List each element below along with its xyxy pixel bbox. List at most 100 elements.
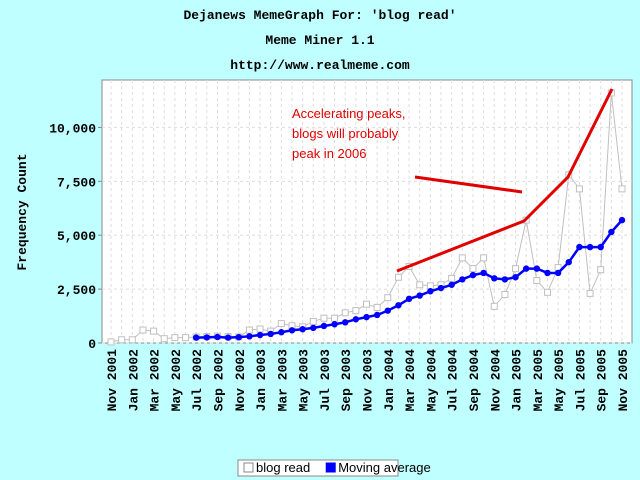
data-point (554, 269, 562, 277)
x-tick-label: Sep 2002 (211, 349, 226, 412)
y-tick-label: 10,000 (49, 121, 96, 136)
data-point (395, 302, 402, 309)
chart-subtitle: Meme Miner 1.1 (265, 33, 374, 48)
data-point (458, 254, 466, 262)
x-tick-label: May 2004 (424, 349, 439, 412)
data-point (150, 327, 158, 335)
data-point (342, 319, 349, 326)
x-tick-label: May 2003 (297, 349, 312, 412)
y-tick-label: 2,500 (57, 283, 96, 298)
pointer-line (414, 175, 523, 194)
data-point (512, 265, 520, 273)
data-point (363, 313, 370, 321)
data-point (246, 333, 253, 340)
y-tick-label: 5,000 (57, 229, 96, 244)
data-point (533, 276, 541, 284)
data-point (245, 326, 253, 334)
annotation: blogs will probably (292, 126, 399, 141)
x-tick-label: Nov 2005 (616, 349, 631, 412)
data-point (597, 266, 605, 274)
x-tick-label: Nov 2001 (105, 349, 120, 412)
y-tick-label: 0 (88, 337, 96, 352)
x-tick-label: Sep 2003 (339, 349, 354, 412)
data-point (309, 317, 317, 325)
legend (237, 459, 399, 477)
data-point (107, 338, 115, 346)
data-point (543, 288, 551, 296)
data-point (576, 243, 583, 251)
data-point (299, 326, 306, 333)
data-point (331, 321, 338, 328)
data-point (437, 284, 445, 292)
data-point (394, 273, 402, 281)
data-point (512, 274, 519, 281)
data-point (469, 265, 477, 273)
data-point (118, 336, 126, 344)
data-point (490, 302, 498, 310)
data-point (426, 282, 434, 290)
data-point (608, 228, 615, 236)
data-point (128, 336, 136, 344)
data-point (618, 185, 626, 193)
data-point (448, 274, 456, 282)
x-tick-label: Jul 2002 (190, 349, 205, 412)
legend-label: blog read (256, 460, 310, 475)
x-tick-label: Jan 2004 (382, 349, 397, 412)
data-point (469, 271, 477, 279)
legend-label: Moving average (338, 460, 431, 475)
x-tick-label: Mar 2005 (531, 349, 546, 412)
data-point (565, 258, 572, 266)
data-point (618, 216, 626, 224)
data-point (501, 276, 509, 283)
legend-swatch (243, 462, 254, 473)
data-point (448, 281, 455, 288)
data-point (363, 300, 370, 308)
y-axis-label: Frequency Count (15, 153, 30, 270)
data-point (278, 329, 285, 336)
annotation: Accelerating peaks, (292, 106, 405, 121)
data-point (586, 289, 594, 297)
data-point (405, 295, 413, 303)
y-tick-label: 7,500 (57, 175, 96, 190)
data-point (352, 316, 360, 323)
trend-line (396, 88, 614, 273)
data-point (235, 333, 242, 341)
x-tick-label: Nov 2004 (488, 349, 503, 412)
legend-swatch (325, 462, 336, 473)
data-point (373, 311, 381, 319)
x-tick-label: Sep 2005 (595, 349, 610, 412)
data-point (192, 334, 200, 341)
data-point (288, 327, 296, 334)
x-tick-label: Jul 2004 (446, 349, 461, 412)
data-point (203, 334, 211, 341)
data-point (256, 325, 264, 333)
data-point (459, 276, 466, 283)
data-point (491, 275, 498, 282)
data-point (224, 334, 232, 341)
data-point (160, 335, 168, 343)
data-point (480, 254, 488, 262)
chart-source: http://www.realmeme.com (230, 58, 410, 73)
x-tick-label: Mar 2004 (403, 349, 418, 412)
data-point (320, 322, 328, 330)
data-point (341, 309, 349, 317)
x-tick-label: May 2005 (552, 349, 567, 412)
data-point (182, 334, 190, 342)
data-point (522, 265, 530, 272)
data-point (277, 320, 285, 328)
data-point (352, 307, 360, 315)
data-point (416, 281, 424, 289)
data-point (320, 314, 328, 322)
data-point (544, 269, 551, 277)
data-point (597, 243, 604, 251)
annotation: peak in 2006 (292, 146, 366, 161)
x-tick-label: Mar 2003 (275, 349, 290, 412)
data-point (501, 290, 509, 298)
x-tick-label: Jul 2005 (573, 349, 588, 412)
chart-title: Dejanews MemeGraph For: 'blog read' (183, 8, 456, 23)
data-point (533, 265, 541, 272)
data-point (480, 269, 487, 277)
data-point (171, 334, 179, 342)
data-point (139, 326, 147, 334)
data-point (416, 292, 423, 299)
